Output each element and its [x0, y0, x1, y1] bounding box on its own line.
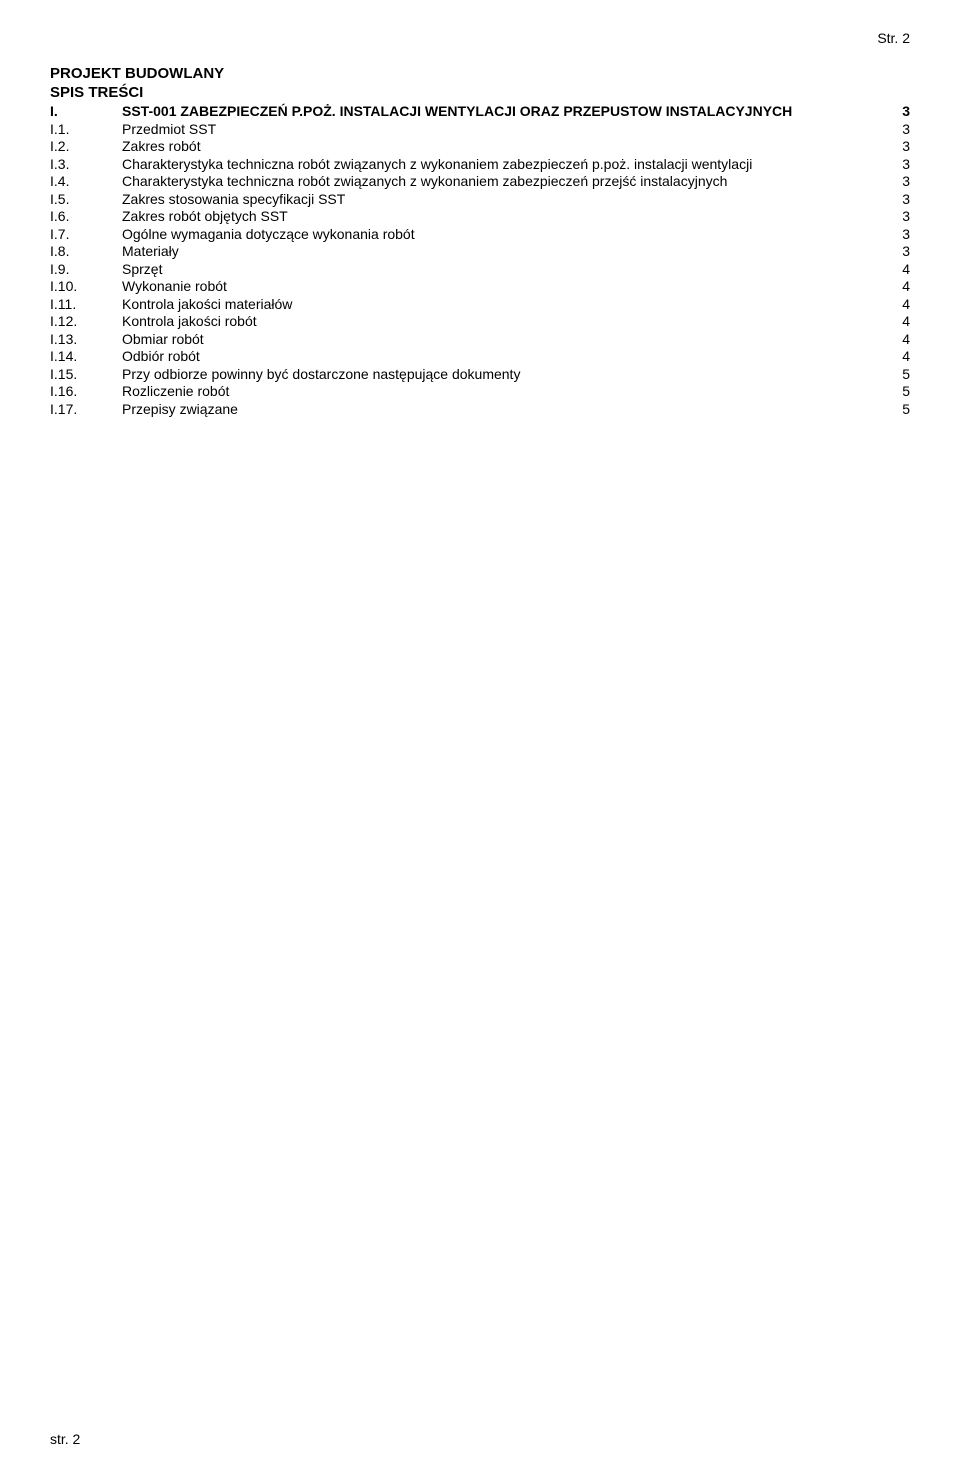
document-subtitle: SPIS TREŚCI [50, 84, 910, 101]
toc-row: I.5.Zakres stosowania specyfikacji SST 3 [50, 191, 910, 209]
toc-page: 5 [898, 366, 910, 384]
toc-number: I.17. [50, 401, 122, 419]
toc-page: 4 [898, 331, 910, 349]
toc-page: 3 [898, 173, 910, 191]
toc-row: I.15.Przy odbiorze powinny być dostarczo… [50, 366, 910, 384]
toc-label: Obmiar robót [122, 331, 204, 349]
toc-page: 5 [898, 383, 910, 401]
toc-label: Kontrola jakości robót [122, 313, 257, 331]
toc-number: I. [50, 103, 122, 121]
toc-label: Zakres robót objętych SST [122, 208, 288, 226]
toc-label: Charakterystyka techniczna robót związan… [122, 173, 727, 191]
toc-page: 3 [898, 191, 910, 209]
toc-number: I.1. [50, 121, 122, 139]
toc-row: I.12.Kontrola jakości robót 4 [50, 313, 910, 331]
toc-page: 4 [898, 296, 910, 314]
toc-label: Materiały [122, 243, 179, 261]
toc-number: I.14. [50, 348, 122, 366]
toc-label: Przy odbiorze powinny być dostarczone na… [122, 366, 520, 384]
toc-row: I.4.Charakterystyka techniczna robót zwi… [50, 173, 910, 191]
page: Str. 2 PROJEKT BUDOWLANY SPIS TREŚCI I.S… [0, 0, 960, 1477]
toc-label: Zakres robót [122, 138, 201, 156]
toc-page: 3 [898, 208, 910, 226]
toc-label: Przedmiot SST [122, 121, 216, 139]
toc-number: I.13. [50, 331, 122, 349]
toc-page: 4 [898, 261, 910, 279]
toc-number: I.12. [50, 313, 122, 331]
toc-row: I.SST-001 ZABEZPIECZEŃ P.POŻ. INSTALACJI… [50, 103, 910, 121]
toc-number: I.16. [50, 383, 122, 401]
toc-page: 3 [898, 121, 910, 139]
toc-number: I.10. [50, 278, 122, 296]
toc-label: Charakterystyka techniczna robót związan… [122, 156, 752, 174]
toc-number: I.11. [50, 296, 122, 314]
toc-page: 3 [898, 243, 910, 261]
toc-label: SST-001 ZABEZPIECZEŃ P.POŻ. INSTALACJI W… [122, 103, 792, 121]
toc-number: I.8. [50, 243, 122, 261]
toc-number: I.2. [50, 138, 122, 156]
toc-label: Ogólne wymagania dotyczące wykonania rob… [122, 226, 415, 244]
toc-row: I.6.Zakres robót objętych SST 3 [50, 208, 910, 226]
toc-label: Wykonanie robót [122, 278, 227, 296]
toc-label: Zakres stosowania specyfikacji SST [122, 191, 345, 209]
toc-label: Kontrola jakości materiałów [122, 296, 292, 314]
toc-row: I.11.Kontrola jakości materiałów 4 [50, 296, 910, 314]
page-number-top: Str. 2 [877, 30, 910, 46]
toc-number: I.9. [50, 261, 122, 279]
toc-row: I.1.Przedmiot SST 3 [50, 121, 910, 139]
toc-number: I.3. [50, 156, 122, 174]
toc-row: I.17.Przepisy związane 5 [50, 401, 910, 419]
toc-page: 4 [898, 348, 910, 366]
toc-page: 4 [898, 313, 910, 331]
toc-row: I.8.Materiały 3 [50, 243, 910, 261]
toc-label: Sprzęt [122, 261, 162, 279]
toc-row: I.7.Ogólne wymagania dotyczące wykonania… [50, 226, 910, 244]
toc-number: I.4. [50, 173, 122, 191]
toc-row: I.9.Sprzęt 4 [50, 261, 910, 279]
toc-row: I.2.Zakres robót 3 [50, 138, 910, 156]
toc-page: 3 [898, 226, 910, 244]
toc-page: 3 [898, 138, 910, 156]
toc-label: Odbiór robót [122, 348, 200, 366]
toc-row: I.14.Odbiór robót 4 [50, 348, 910, 366]
toc-row: I.13.Obmiar robót 4 [50, 331, 910, 349]
toc-number: I.6. [50, 208, 122, 226]
table-of-contents: I.SST-001 ZABEZPIECZEŃ P.POŻ. INSTALACJI… [50, 103, 910, 418]
toc-label: Rozliczenie robót [122, 383, 229, 401]
page-number-bottom: str. 2 [50, 1431, 80, 1447]
document-title: PROJEKT BUDOWLANY [50, 65, 910, 82]
toc-page: 4 [898, 278, 910, 296]
toc-row: I.10.Wykonanie robót 4 [50, 278, 910, 296]
toc-page: 5 [898, 401, 910, 419]
toc-label: Przepisy związane [122, 401, 238, 419]
toc-number: I.15. [50, 366, 122, 384]
toc-row: I.16.Rozliczenie robót 5 [50, 383, 910, 401]
toc-number: I.5. [50, 191, 122, 209]
toc-page: 3 [898, 156, 910, 174]
toc-page: 3 [898, 103, 910, 121]
toc-number: I.7. [50, 226, 122, 244]
toc-row: I.3.Charakterystyka techniczna robót zwi… [50, 156, 910, 174]
